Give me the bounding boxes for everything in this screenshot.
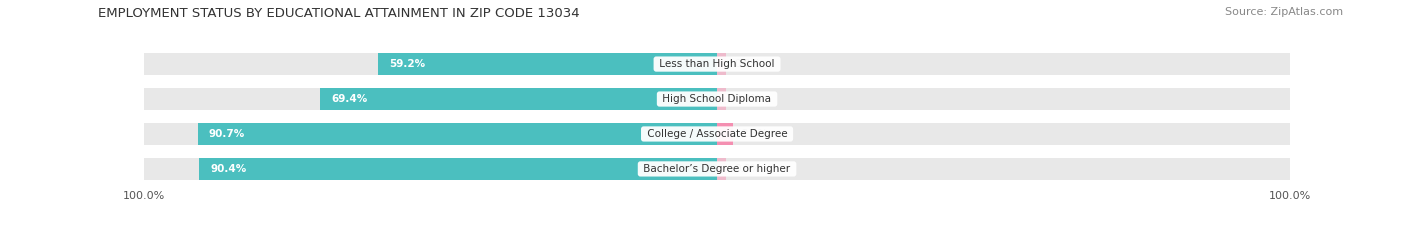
Bar	[717, 53, 1289, 75]
Text: High School Diploma: High School Diploma	[659, 94, 775, 104]
Bar	[200, 158, 717, 180]
Bar	[717, 88, 1289, 110]
Bar	[717, 53, 725, 75]
Bar	[717, 88, 725, 110]
Text: 59.2%: 59.2%	[389, 59, 426, 69]
Bar	[319, 88, 717, 110]
Bar	[378, 53, 717, 75]
Text: EMPLOYMENT STATUS BY EDUCATIONAL ATTAINMENT IN ZIP CODE 13034: EMPLOYMENT STATUS BY EDUCATIONAL ATTAINM…	[98, 7, 581, 20]
Text: Less than High School: Less than High School	[657, 59, 778, 69]
Text: 0.0%: 0.0%	[734, 94, 761, 104]
Bar	[717, 123, 1289, 145]
Text: College / Associate Degree: College / Associate Degree	[644, 129, 790, 139]
Text: 0.0%: 0.0%	[734, 59, 761, 69]
Bar	[197, 123, 717, 145]
Bar	[145, 158, 717, 180]
Bar	[145, 88, 717, 110]
Text: 90.4%: 90.4%	[211, 164, 247, 174]
Bar	[717, 158, 725, 180]
Text: Bachelor’s Degree or higher: Bachelor’s Degree or higher	[640, 164, 794, 174]
Bar	[717, 123, 733, 145]
Text: Source: ZipAtlas.com: Source: ZipAtlas.com	[1225, 7, 1343, 17]
Text: 2.8%: 2.8%	[742, 129, 768, 139]
Bar	[145, 53, 717, 75]
Text: 90.7%: 90.7%	[209, 129, 245, 139]
Text: 0.0%: 0.0%	[734, 164, 761, 174]
Bar	[145, 123, 717, 145]
Bar	[717, 158, 1289, 180]
Text: 69.4%: 69.4%	[330, 94, 367, 104]
